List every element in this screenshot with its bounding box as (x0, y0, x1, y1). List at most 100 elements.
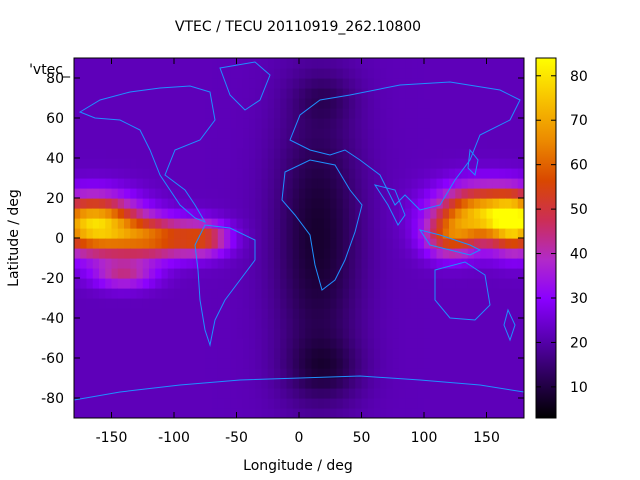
heatmap-cell (205, 58, 213, 69)
heatmap-cell (186, 198, 194, 209)
heatmap-cell (411, 208, 419, 219)
heatmap-cell (417, 238, 425, 249)
heatmap-cell (424, 218, 431, 229)
heatmap-cell (411, 398, 419, 409)
heatmap-cell (517, 188, 524, 199)
heatmap-cell (405, 218, 413, 229)
heatmap-cell (249, 178, 256, 189)
heatmap-cell (180, 58, 188, 69)
heatmap-cell (211, 88, 219, 99)
heatmap-cell (486, 218, 494, 229)
heatmap-cell (136, 118, 144, 129)
heatmap-cell (436, 88, 444, 99)
heatmap-cell (336, 68, 344, 79)
heatmap-cell (130, 338, 138, 349)
heatmap-cell (261, 368, 269, 379)
heatmap-cell (142, 118, 150, 129)
heatmap-cell (174, 338, 181, 349)
heatmap-cell (142, 328, 150, 339)
heatmap-cell (430, 88, 438, 99)
heatmap-cell (411, 408, 419, 418)
heatmap-cell (511, 58, 519, 69)
heatmap-cell (367, 248, 375, 259)
heatmap-cell (255, 218, 263, 229)
heatmap-cell (299, 308, 306, 319)
heatmap-cell (80, 58, 88, 69)
heatmap-cell (242, 158, 250, 169)
heatmap-cell (311, 188, 319, 199)
heatmap-cell (124, 188, 131, 199)
heatmap-cell (449, 248, 456, 259)
heatmap-cell (411, 128, 419, 139)
heatmap-cell (442, 288, 450, 299)
heatmap-cell (205, 368, 213, 379)
heatmap-cell (380, 128, 388, 139)
heatmap-cell (430, 258, 438, 269)
heatmap-cell (492, 358, 500, 369)
heatmap-cell (274, 268, 281, 279)
heatmap-cell (211, 338, 219, 349)
heatmap-cell (342, 378, 350, 389)
heatmap-cell (149, 278, 156, 289)
heatmap-cell (392, 118, 400, 129)
heatmap-cell (149, 388, 156, 399)
heatmap-cell (124, 168, 131, 179)
heatmap-cell (399, 168, 406, 179)
heatmap-cell (492, 398, 500, 409)
heatmap-cell (167, 328, 175, 339)
heatmap-cell (211, 398, 219, 409)
heatmap-cell (305, 148, 313, 159)
heatmap-cell (249, 168, 256, 179)
heatmap-cell (386, 128, 394, 139)
heatmap-cell (292, 58, 300, 69)
heatmap-cell (74, 88, 81, 99)
heatmap-cell (405, 178, 413, 189)
heatmap-cell (480, 308, 488, 319)
heatmap-cell (161, 118, 169, 129)
heatmap-cell (511, 308, 519, 319)
heatmap-cell (480, 78, 488, 89)
heatmap-cell (505, 298, 513, 309)
heatmap-cell (192, 398, 200, 409)
heatmap-cell (342, 398, 350, 409)
heatmap-cell (430, 128, 438, 139)
heatmap-cell (467, 68, 475, 79)
heatmap-cell (255, 298, 263, 309)
heatmap-cell (492, 248, 500, 259)
heatmap-cell (186, 368, 194, 379)
heatmap-cell (411, 98, 419, 109)
heatmap-cell (117, 258, 125, 269)
heatmap-cell (330, 358, 338, 369)
heatmap-cell (136, 368, 144, 379)
colorbar-tick-label: 70 (570, 113, 588, 129)
heatmap-cell (180, 128, 188, 139)
heatmap-cell (361, 108, 369, 119)
heatmap-cell (161, 328, 169, 339)
heatmap-cell (342, 58, 350, 69)
heatmap-cell (105, 188, 113, 199)
heatmap-cell (374, 278, 381, 289)
heatmap-cell (261, 248, 269, 259)
heatmap-cell (399, 298, 406, 309)
heatmap-cell (436, 208, 444, 219)
heatmap-cell (136, 188, 144, 199)
heatmap-cell (86, 88, 94, 99)
heatmap-cell (161, 168, 169, 179)
heatmap-cell (292, 238, 300, 249)
heatmap-cell (180, 288, 188, 299)
heatmap-cell (180, 238, 188, 249)
heatmap-cell (242, 118, 250, 129)
heatmap-cell (336, 248, 344, 259)
heatmap-cell (467, 248, 475, 259)
heatmap-cell (349, 138, 356, 149)
heatmap-cell (117, 108, 125, 119)
heatmap-cell (311, 78, 319, 89)
heatmap-cell (367, 148, 375, 159)
heatmap-cell (267, 378, 275, 389)
heatmap-cell (330, 68, 338, 79)
heatmap-cell (230, 198, 238, 209)
heatmap-cell (486, 158, 494, 169)
heatmap-cell (442, 348, 450, 359)
heatmap-cell (211, 308, 219, 319)
heatmap-cell (174, 388, 181, 399)
